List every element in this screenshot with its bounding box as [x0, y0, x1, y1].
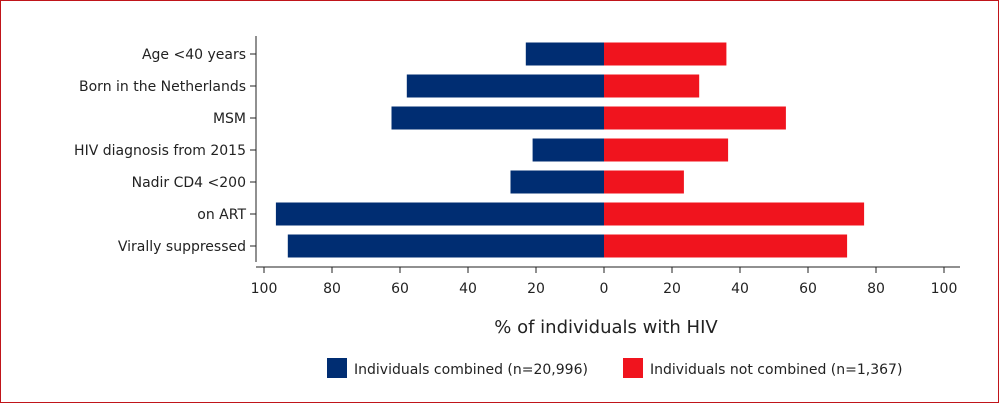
bar-not-combined-5 — [604, 202, 865, 226]
x-tick-label: 0 — [600, 281, 609, 297]
bar-combined-0 — [525, 42, 604, 66]
bar-not-combined-1 — [604, 74, 700, 98]
y-tick-label: on ART — [197, 207, 246, 223]
x-tick-label: 20 — [663, 281, 681, 297]
x-tick-label: 60 — [391, 281, 409, 297]
legend: Individuals combined (n=20,996) Individu… — [327, 358, 902, 378]
x-tick-label: 100 — [251, 281, 278, 297]
bar-combined-2 — [391, 106, 604, 130]
bar-not-combined-3 — [604, 138, 729, 162]
bar-combined-5 — [275, 202, 604, 226]
bar-combined-4 — [510, 170, 604, 194]
x-tick-label: 40 — [731, 281, 749, 297]
y-tick-label: MSM — [213, 111, 246, 127]
x-tick-label: 100 — [931, 281, 958, 297]
y-tick-label: Age <40 years — [142, 47, 246, 63]
legend-label-not-combined: Individuals not combined (n=1,367) — [650, 362, 902, 378]
bar-not-combined-4 — [604, 170, 684, 194]
x-tick-label: 80 — [323, 281, 341, 297]
x-tick-label: 40 — [459, 281, 477, 297]
bar-not-combined-2 — [604, 106, 786, 130]
bar-not-combined-6 — [604, 234, 848, 258]
legend-label-combined: Individuals combined (n=20,996) — [354, 362, 588, 378]
bar-combined-3 — [532, 138, 604, 162]
y-tick-label: Born in the Netherlands — [79, 79, 246, 95]
x-tick-label: 80 — [867, 281, 885, 297]
x-tick-label: 60 — [799, 281, 817, 297]
y-tick-label: HIV diagnosis from 2015 — [74, 143, 246, 159]
bar-combined-6 — [287, 234, 604, 258]
y-tick-label: Nadir CD4 <200 — [132, 175, 246, 191]
bar-combined-1 — [406, 74, 604, 98]
x-tick-label: 20 — [527, 281, 545, 297]
legend-swatch-not-combined — [623, 358, 643, 378]
y-tick-label: Virally suppressed — [118, 239, 246, 255]
legend-swatch-combined — [327, 358, 347, 378]
x-axis-label: % of individuals with HIV — [494, 317, 718, 338]
bar-not-combined-0 — [604, 42, 727, 66]
